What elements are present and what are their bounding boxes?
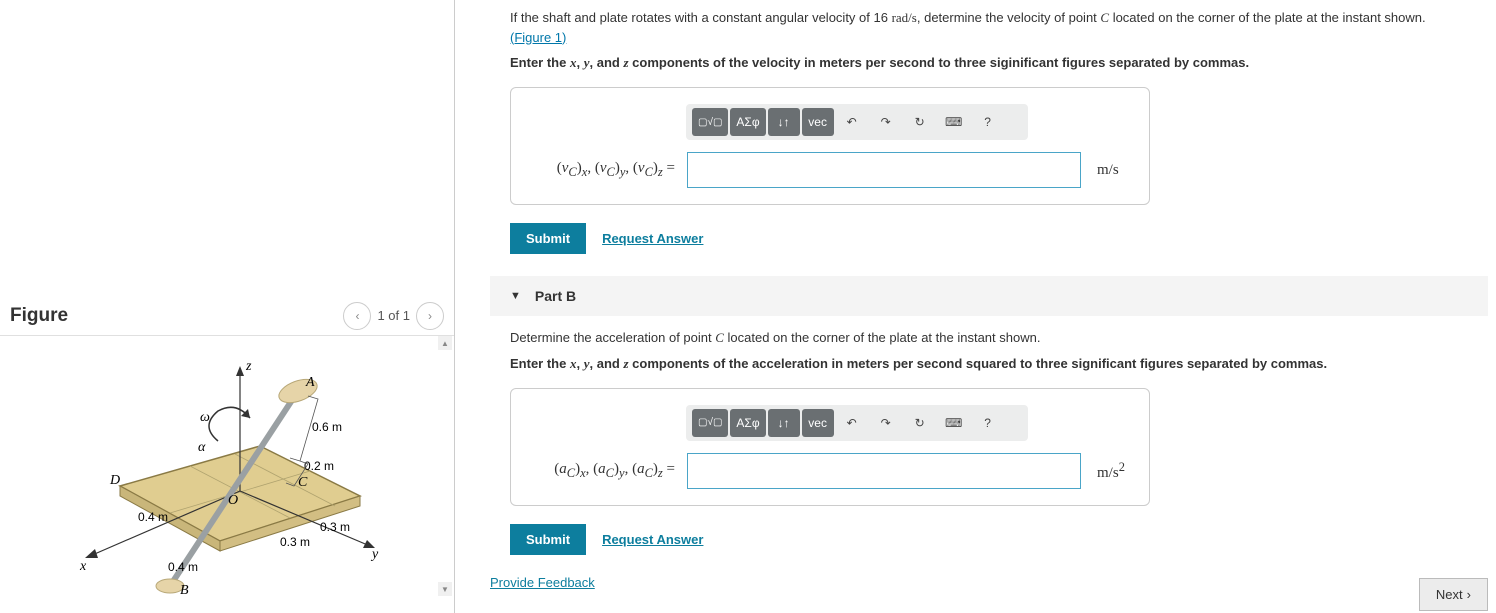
figure-panel: Figure ‹ 1 of 1 ›: [0, 0, 455, 613]
part-b-answer-box: ▢√▢ ΑΣφ ↓↑ vec ↶ ↷ ↻ ⌨ ? (aC)x, (aC)y, (…: [510, 388, 1150, 506]
part-b-title: Part B: [535, 288, 576, 304]
keyboard-button[interactable]: ⌨: [938, 108, 970, 136]
point-b-label: B: [180, 583, 189, 596]
part-b-instruction: Enter the x, y, and z components of the …: [490, 352, 1488, 382]
point-o-label: O: [228, 493, 238, 508]
part-a-answer-input[interactable]: [687, 152, 1081, 188]
pager-text: 1 of 1: [377, 308, 410, 323]
alpha-label: α: [198, 440, 206, 455]
problem-text-2: , determine the velocity of point: [917, 10, 1101, 25]
figure-pager: ‹ 1 of 1 ›: [343, 302, 444, 330]
axis-x-label: x: [79, 559, 87, 574]
point-a-label: A: [305, 375, 315, 390]
part-b-toolbar: ▢√▢ ΑΣφ ↓↑ vec ↶ ↷ ↻ ⌨ ?: [686, 405, 1028, 441]
help-button[interactable]: ?: [972, 108, 1004, 136]
problem-text-1: If the shaft and plate rotates with a co…: [510, 10, 892, 25]
problem-unit: rad/s: [892, 10, 917, 25]
caret-down-icon: ▼: [510, 290, 521, 302]
dim-w1: 0.3 m: [320, 520, 350, 534]
dim-h2: 0.2 m: [304, 459, 334, 473]
part-a-toolbar: ▢√▢ ΑΣφ ↓↑ vec ↶ ↷ ↻ ⌨ ?: [686, 104, 1028, 140]
axis-z-label: z: [245, 359, 252, 374]
part-b-answer-input[interactable]: [687, 453, 1081, 489]
scroll-down-icon[interactable]: ▼: [438, 582, 452, 596]
part-a-eq-row: (vC)x, (vC)y, (vC)z = m/s: [531, 152, 1129, 188]
undo-button[interactable]: ↶: [836, 409, 868, 437]
part-b-submit-button[interactable]: Submit: [510, 524, 586, 555]
keyboard-button[interactable]: ⌨: [938, 409, 970, 437]
templates-button[interactable]: ▢√▢: [692, 108, 728, 136]
part-a-instruction: Enter the x, y, and z components of the …: [490, 51, 1488, 81]
vec-button[interactable]: vec: [802, 409, 834, 437]
part-a-submit-button[interactable]: Submit: [510, 223, 586, 254]
greek-button[interactable]: ΑΣφ: [730, 108, 765, 136]
figure-link[interactable]: (Figure 1): [510, 30, 566, 45]
problem-text-3: located on the corner of the plate at th…: [1109, 10, 1426, 25]
part-b-eq-row: (aC)x, (aC)y, (aC)z = m/s2: [531, 453, 1129, 489]
subsup-button[interactable]: ↓↑: [768, 409, 800, 437]
figure-body: z y x A B C D O ω α 0.6 m 0.2 m 0.3 m 0.…: [0, 336, 454, 596]
part-b-request-answer-link[interactable]: Request Answer: [602, 532, 703, 547]
part-b-submit-row: Submit Request Answer: [490, 516, 1488, 563]
part-a-unit: m/s: [1089, 162, 1129, 179]
part-a-eq-label: (vC)x, (vC)y, (vC)z =: [531, 160, 679, 180]
vec-button[interactable]: vec: [802, 108, 834, 136]
pager-next-button[interactable]: ›: [416, 302, 444, 330]
next-button[interactable]: Next ›: [1419, 578, 1488, 611]
part-a-answer-box: ▢√▢ ΑΣφ ↓↑ vec ↶ ↷ ↻ ⌨ ? (vC)x, (vC)y, (…: [510, 87, 1150, 205]
figure-scrollbar[interactable]: ▲ ▼: [438, 336, 452, 596]
omega-label: ω: [200, 410, 210, 425]
reset-button[interactable]: ↻: [904, 108, 936, 136]
pager-prev-button[interactable]: ‹: [343, 302, 371, 330]
figure-header: Figure ‹ 1 of 1 ›: [0, 296, 454, 336]
next-label: Next: [1436, 587, 1463, 602]
chevron-right-icon: ›: [1467, 587, 1471, 602]
provide-feedback-link[interactable]: Provide Feedback: [490, 575, 595, 590]
point-d-label: D: [109, 473, 120, 488]
content-panel: If the shaft and plate rotates with a co…: [470, 0, 1496, 613]
problem-point: C: [1100, 10, 1109, 25]
help-button[interactable]: ?: [972, 409, 1004, 437]
figure-title: Figure: [10, 305, 68, 327]
part-a-submit-row: Submit Request Answer: [490, 215, 1488, 262]
reset-button[interactable]: ↻: [904, 409, 936, 437]
part-a-request-answer-link[interactable]: Request Answer: [602, 231, 703, 246]
subsup-button[interactable]: ↓↑: [768, 108, 800, 136]
figure-diagram: z y x A B C D O ω α 0.6 m 0.2 m 0.3 m 0.…: [50, 346, 410, 596]
dim-h1: 0.6 m: [312, 420, 342, 434]
greek-button[interactable]: ΑΣφ: [730, 409, 765, 437]
redo-button[interactable]: ↷: [870, 108, 902, 136]
scroll-up-icon[interactable]: ▲: [438, 336, 452, 350]
part-b-header[interactable]: ▼ Part B: [490, 276, 1488, 316]
footer-row: Provide Feedback: [490, 563, 1488, 590]
redo-button[interactable]: ↷: [870, 409, 902, 437]
part-b-unit: m/s2: [1089, 460, 1129, 482]
dim-d1: 0.4 m: [138, 510, 168, 524]
part-a-problem: If the shaft and plate rotates with a co…: [490, 0, 1488, 51]
axis-y-label: y: [370, 547, 379, 562]
part-b-eq-label: (aC)x, (aC)y, (aC)z =: [531, 461, 679, 481]
dim-d2: 0.4 m: [168, 560, 198, 574]
templates-button[interactable]: ▢√▢: [692, 409, 728, 437]
part-b-problem: Determine the acceleration of point C lo…: [490, 320, 1488, 352]
dim-w2: 0.3 m: [280, 535, 310, 549]
undo-button[interactable]: ↶: [836, 108, 868, 136]
